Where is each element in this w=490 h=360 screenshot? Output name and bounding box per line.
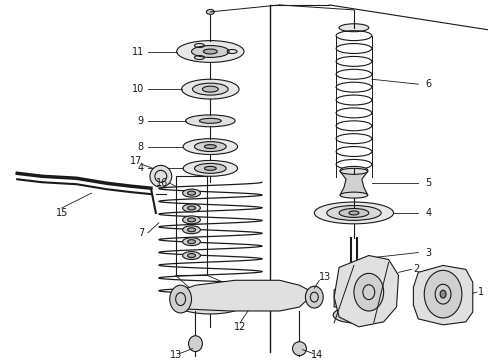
Ellipse shape xyxy=(183,204,200,212)
Text: 3: 3 xyxy=(425,248,431,257)
Text: 10: 10 xyxy=(132,84,144,94)
Text: 13: 13 xyxy=(170,350,182,360)
Ellipse shape xyxy=(178,296,243,314)
Text: 6: 6 xyxy=(425,79,431,89)
Ellipse shape xyxy=(193,83,228,95)
Ellipse shape xyxy=(204,145,216,149)
Ellipse shape xyxy=(340,168,368,174)
Ellipse shape xyxy=(340,192,368,198)
Text: 5: 5 xyxy=(425,178,431,188)
Ellipse shape xyxy=(314,202,393,224)
Ellipse shape xyxy=(206,9,214,14)
Ellipse shape xyxy=(305,286,323,308)
Text: 14: 14 xyxy=(311,350,323,360)
Text: 4: 4 xyxy=(425,208,431,218)
Ellipse shape xyxy=(192,46,229,58)
Ellipse shape xyxy=(204,166,216,170)
Text: 17: 17 xyxy=(130,157,142,166)
Ellipse shape xyxy=(333,307,375,323)
Ellipse shape xyxy=(293,342,306,356)
Text: 2: 2 xyxy=(413,264,419,274)
Ellipse shape xyxy=(199,118,221,123)
Bar xyxy=(176,176,207,275)
Ellipse shape xyxy=(188,191,196,195)
Text: 11: 11 xyxy=(132,46,144,57)
Ellipse shape xyxy=(339,24,369,32)
Text: 16: 16 xyxy=(155,178,168,188)
Polygon shape xyxy=(176,280,314,311)
Ellipse shape xyxy=(183,252,200,260)
Ellipse shape xyxy=(183,226,200,234)
Ellipse shape xyxy=(354,273,384,311)
Ellipse shape xyxy=(188,228,196,232)
Text: 8: 8 xyxy=(138,141,144,152)
Ellipse shape xyxy=(188,218,196,222)
Ellipse shape xyxy=(340,166,368,174)
Text: 15: 15 xyxy=(55,208,68,218)
Ellipse shape xyxy=(195,141,226,152)
Ellipse shape xyxy=(183,161,238,176)
Text: 9: 9 xyxy=(138,116,144,126)
Polygon shape xyxy=(334,256,398,327)
Polygon shape xyxy=(414,265,473,325)
Text: 13: 13 xyxy=(319,272,331,282)
Ellipse shape xyxy=(170,285,192,313)
Ellipse shape xyxy=(188,240,196,244)
Ellipse shape xyxy=(177,41,244,62)
Polygon shape xyxy=(334,275,374,307)
Ellipse shape xyxy=(183,189,200,197)
Ellipse shape xyxy=(189,336,202,352)
Ellipse shape xyxy=(182,79,239,99)
Ellipse shape xyxy=(183,216,200,224)
Ellipse shape xyxy=(183,139,238,154)
Ellipse shape xyxy=(195,163,226,173)
Ellipse shape xyxy=(349,211,359,215)
Ellipse shape xyxy=(202,86,218,92)
Ellipse shape xyxy=(424,270,462,318)
Text: 12: 12 xyxy=(234,322,246,332)
Ellipse shape xyxy=(183,238,200,246)
Ellipse shape xyxy=(339,208,369,217)
Ellipse shape xyxy=(327,206,381,220)
Ellipse shape xyxy=(440,290,446,298)
Ellipse shape xyxy=(150,165,172,187)
Ellipse shape xyxy=(188,253,196,257)
Ellipse shape xyxy=(186,115,235,127)
Text: 1: 1 xyxy=(478,287,484,297)
Ellipse shape xyxy=(198,301,223,309)
Ellipse shape xyxy=(188,206,196,210)
Text: 7: 7 xyxy=(138,228,144,238)
Polygon shape xyxy=(340,171,368,195)
Ellipse shape xyxy=(203,49,217,54)
Text: 4: 4 xyxy=(138,163,144,174)
